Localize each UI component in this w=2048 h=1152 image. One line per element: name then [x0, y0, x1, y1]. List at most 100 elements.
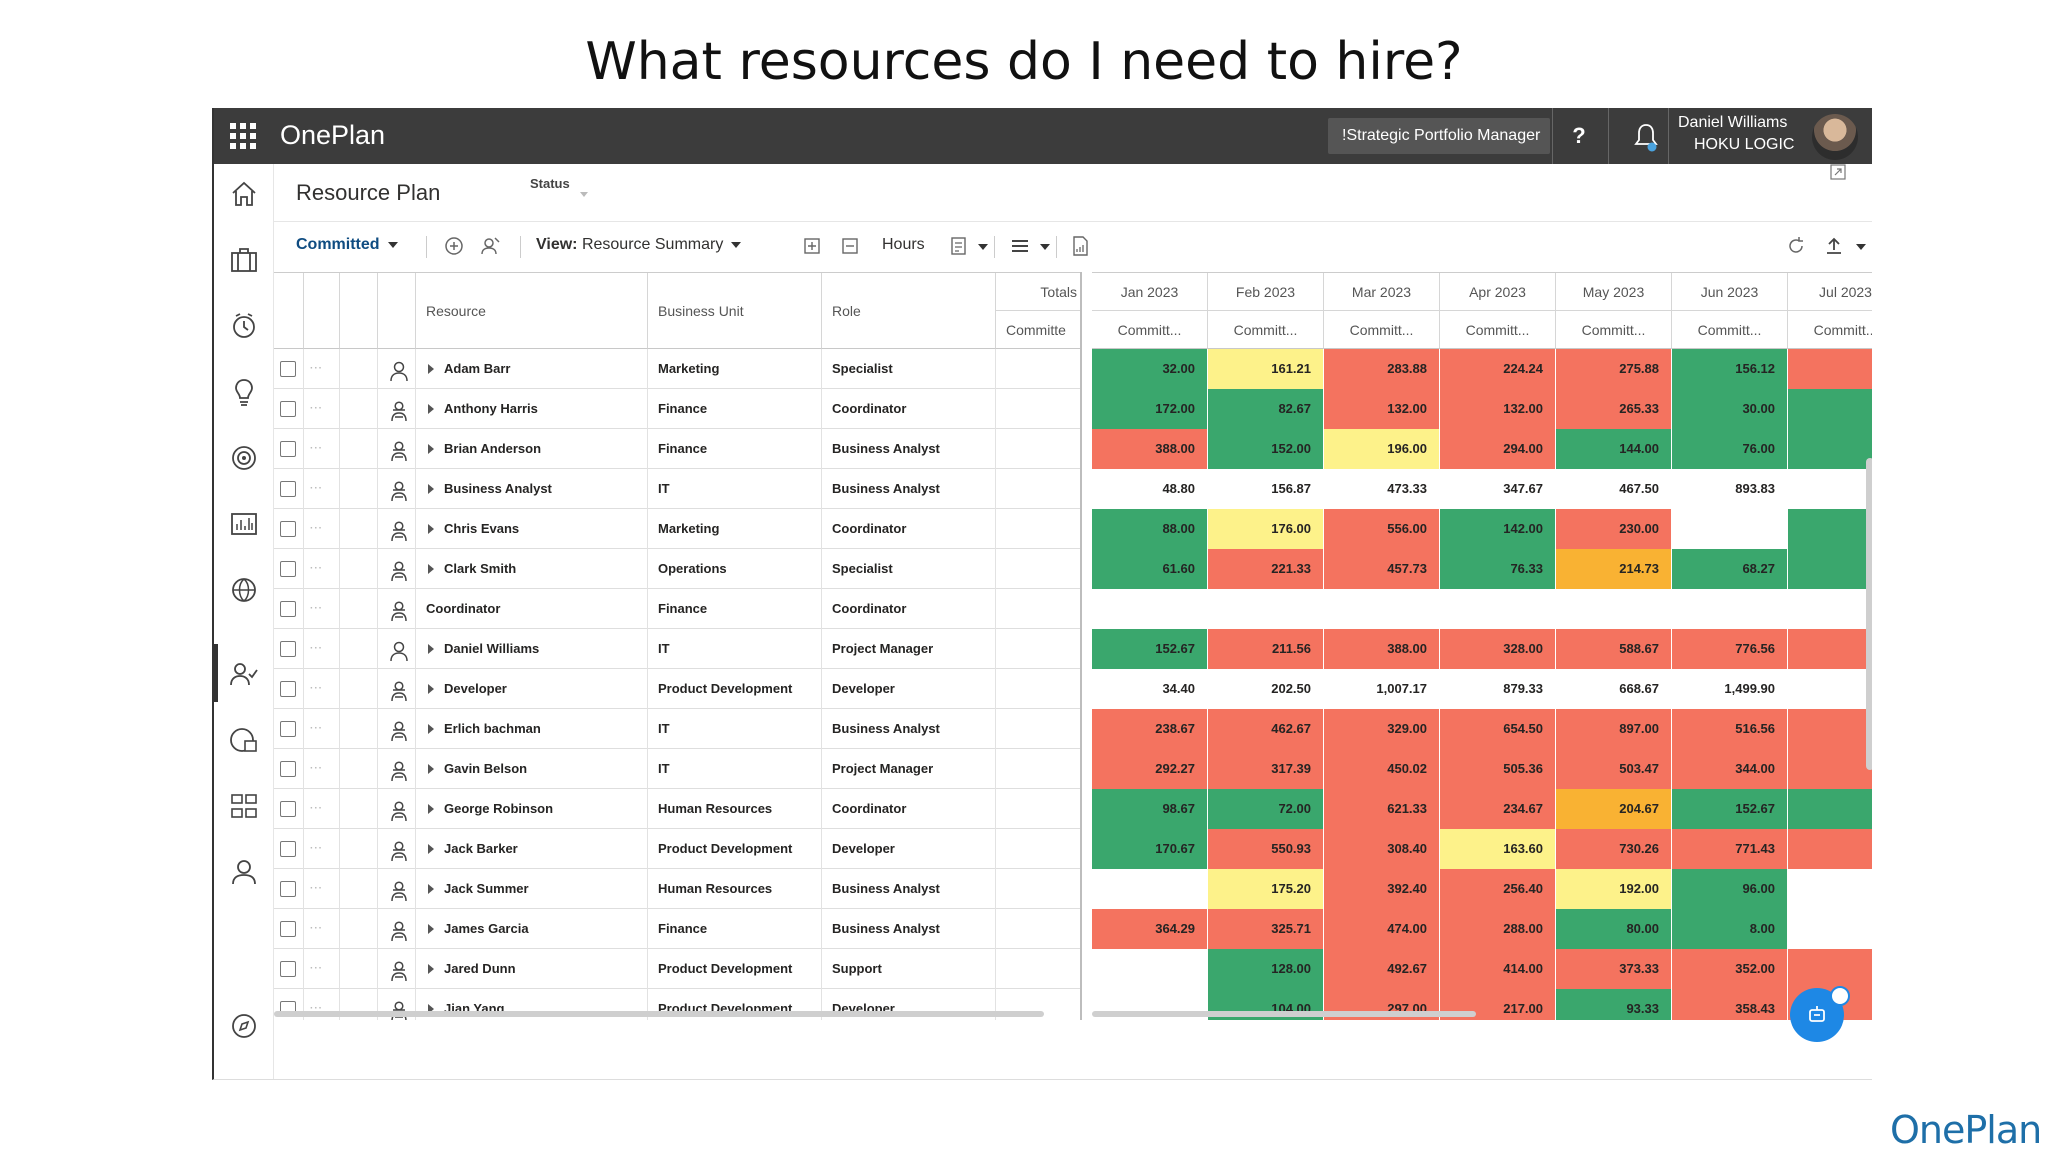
more-dots-icon[interactable]: ···	[310, 803, 323, 814]
expand-row-icon[interactable]	[428, 644, 434, 654]
row-menu-cell[interactable]: ···	[304, 829, 340, 869]
committed-hours-cell[interactable]: 88.00	[1092, 509, 1208, 549]
resource-name-cell[interactable]: George Robinson	[416, 789, 648, 829]
committed-hours-cell[interactable]: 467.50	[1556, 469, 1672, 509]
committed-hours-cell[interactable]: 473.33	[1324, 469, 1440, 509]
expand-row-icon[interactable]	[428, 364, 434, 374]
select-cell[interactable]	[274, 509, 304, 549]
select-cell[interactable]	[274, 909, 304, 949]
more-dots-icon[interactable]: ···	[310, 643, 323, 654]
committed-hours-cell[interactable]: 15	[1788, 549, 1872, 589]
goals-target-icon[interactable]	[228, 442, 260, 474]
table-row[interactable]: ··· Jack Summer Human Resources Business An…	[274, 869, 1082, 909]
table-row[interactable]: ··· Brian Anderson Finance Business Analyst	[274, 429, 1082, 469]
committed-hours-cell[interactable]: 388.00	[1324, 629, 1440, 669]
committed-hours-cell[interactable]: 4	[1788, 509, 1872, 549]
table-row[interactable]: ··· James Garcia Finance Business Analyst	[274, 909, 1082, 949]
committed-hours-cell[interactable]: 503.47	[1556, 749, 1672, 789]
resources-people-icon[interactable]	[228, 658, 260, 690]
committed-hours-cell[interactable]: 152.67	[1672, 789, 1788, 829]
collapse-all-icon[interactable]	[838, 234, 862, 258]
table-row[interactable]: ··· George Robinson Human Resources Coordin…	[274, 789, 1082, 829]
business-unit-column-header[interactable]: Business Unit	[648, 273, 822, 349]
select-cell[interactable]	[274, 469, 304, 509]
month-column-header[interactable]: Jul 2023 Committ...	[1788, 273, 1872, 349]
add-circle-icon[interactable]	[442, 234, 466, 258]
committed-hours-cell[interactable]: 48	[1788, 469, 1872, 509]
committed-hours-cell[interactable]: 373.33	[1556, 949, 1672, 989]
committed-hours-cell[interactable]: 96.00	[1672, 869, 1788, 909]
committed-hours-cell[interactable]	[1440, 589, 1556, 629]
committed-hours-cell[interactable]: 163.60	[1440, 829, 1556, 869]
committed-hours-cell[interactable]: 128.00	[1208, 949, 1324, 989]
committed-hours-cell[interactable]: 388.00	[1092, 429, 1208, 469]
upload-icon[interactable]	[1822, 234, 1846, 258]
row-menu-cell[interactable]: ···	[304, 389, 340, 429]
select-cell[interactable]	[274, 669, 304, 709]
row-checkbox[interactable]	[280, 761, 296, 777]
select-cell[interactable]	[274, 349, 304, 389]
row-checkbox[interactable]	[280, 481, 296, 497]
expand-row-icon[interactable]	[428, 1004, 434, 1014]
month-column-header[interactable]: Mar 2023 Committ...	[1324, 273, 1440, 349]
committed-hours-cell[interactable]	[1672, 589, 1788, 629]
committed-hours-cell[interactable]: 196.00	[1324, 429, 1440, 469]
row-menu-cell[interactable]: ···	[304, 629, 340, 669]
resource-name-cell[interactable]: Coordinator	[416, 589, 648, 629]
select-cell[interactable]	[274, 789, 304, 829]
committed-hours-cell[interactable]: 771.43	[1672, 829, 1788, 869]
resource-name-cell[interactable]: Adam Barr	[416, 349, 648, 389]
committed-hours-cell[interactable]: 68.27	[1672, 549, 1788, 589]
user-profile-icon[interactable]	[228, 856, 260, 888]
row-checkbox[interactable]	[280, 601, 296, 617]
committed-hours-cell[interactable]: 93.33	[1556, 989, 1672, 1020]
committed-hours-cell[interactable]	[1788, 589, 1872, 629]
committed-hours-cell[interactable]: 61.60	[1092, 549, 1208, 589]
committed-hours-cell[interactable]: 283.88	[1324, 349, 1440, 389]
committed-hours-cell[interactable]: 132.00	[1440, 389, 1556, 429]
committed-hours-cell[interactable]: 156.87	[1208, 469, 1324, 509]
row-menu-cell[interactable]: ···	[304, 749, 340, 789]
row-checkbox[interactable]	[280, 801, 296, 817]
timesheet-clock-icon[interactable]	[228, 310, 260, 342]
row-checkbox[interactable]	[280, 721, 296, 737]
committed-hours-cell[interactable]	[1324, 589, 1440, 629]
committed-hours-cell[interactable]: 230.00	[1556, 509, 1672, 549]
resource-name-cell[interactable]: Clark Smith	[416, 549, 648, 589]
committed-hours-cell[interactable]: 204.67	[1556, 789, 1672, 829]
committed-hours-cell[interactable]: 50	[1788, 949, 1872, 989]
more-dots-icon[interactable]: ···	[310, 523, 323, 534]
table-row[interactable]: ··· Business Analyst IT Business Analyst	[274, 469, 1082, 509]
committed-hours-cell[interactable]: 730.26	[1556, 829, 1672, 869]
ideas-lightbulb-icon[interactable]	[228, 376, 260, 408]
row-menu-cell[interactable]: ···	[304, 429, 340, 469]
committed-hours-cell[interactable]: 288.00	[1440, 909, 1556, 949]
committed-hours-cell[interactable]: 214.73	[1556, 549, 1672, 589]
more-dots-icon[interactable]: ···	[310, 443, 323, 454]
committed-hours-cell[interactable]: 325.71	[1208, 909, 1324, 949]
committed-hours-cell[interactable]: 344.00	[1672, 749, 1788, 789]
committed-hours-cell[interactable]: 292.27	[1092, 749, 1208, 789]
expand-row-icon[interactable]	[428, 964, 434, 974]
resource-name-cell[interactable]: Jared Dunn	[416, 949, 648, 989]
expand-row-icon[interactable]	[428, 804, 434, 814]
committed-hours-cell[interactable]: 8.00	[1672, 909, 1788, 949]
menu-list-icon[interactable]	[1008, 234, 1032, 258]
month-column-header[interactable]: Jan 2023 Committ...	[1092, 273, 1208, 349]
committed-hours-cell[interactable]	[1556, 589, 1672, 629]
table-row[interactable]: ··· Anthony Harris Finance Coordinator	[274, 389, 1082, 429]
month-column-header[interactable]: Feb 2023 Committ...	[1208, 273, 1324, 349]
more-dots-icon[interactable]: ···	[310, 963, 323, 974]
more-dots-icon[interactable]: ···	[310, 483, 323, 494]
committed-hours-cell[interactable]: 76.00	[1672, 429, 1788, 469]
table-row[interactable]: ··· Developer Product Development Developer	[274, 669, 1082, 709]
table-row[interactable]: ··· Jared Dunn Product Development Support	[274, 949, 1082, 989]
committed-hours-cell[interactable]: 30.00	[1672, 389, 1788, 429]
committed-hours-cell[interactable]	[1672, 509, 1788, 549]
resource-column-header[interactable]: Resource	[416, 273, 648, 349]
committed-hours-cell[interactable]: 308.40	[1324, 829, 1440, 869]
committed-hours-cell[interactable]: 897.00	[1556, 709, 1672, 749]
more-dots-icon[interactable]: ···	[310, 843, 323, 854]
table-row[interactable]: ··· Clark Smith Operations Specialist	[274, 549, 1082, 589]
committed-hours-cell[interactable]: 474.00	[1324, 909, 1440, 949]
